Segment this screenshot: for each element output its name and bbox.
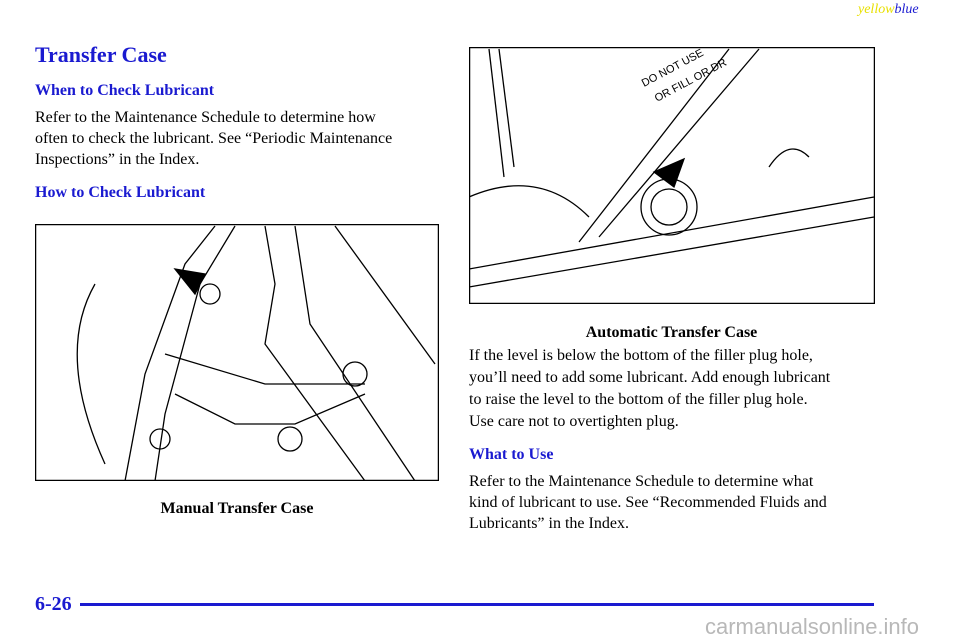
caption: Automatic Transfer Case (585, 324, 758, 341)
text-line: Refer to the Maintenance Schedule to det… (469, 473, 814, 490)
caption: Manual Transfer Case (160, 500, 314, 517)
tag-blue: blue (894, 2, 919, 17)
paragraph: Refer to the Maintenance Schedule to det… (469, 471, 827, 534)
text-line: Refer to the Maintenance Schedule to det… (35, 109, 376, 126)
text-line: Use care not to overtighten plug. (469, 413, 679, 430)
text-line: to raise the level to the bottom of the … (469, 391, 808, 408)
automatic-illustration: DO NOT USE OR FILL OR DR (469, 47, 875, 304)
manual-illustration (35, 224, 439, 481)
heading: What to Use (469, 446, 554, 463)
heading: When to Check Lubricant (35, 82, 215, 99)
text-line: Lubricants” in the Index. (469, 515, 629, 532)
watermark: carmanualsonline.info (705, 614, 920, 639)
page-number: 6-26 (35, 593, 72, 615)
paragraph: Refer to the Maintenance Schedule to det… (35, 107, 392, 170)
tag-yellow: yellow (858, 2, 895, 17)
text-line: If the level is below the bottom of the … (469, 347, 813, 364)
heading: How to Check Lubricant (35, 184, 206, 201)
header-tag: yellowblue (858, 2, 919, 18)
text-line: kind of lubricant to use. See “Recommend… (469, 494, 827, 511)
paragraph: If the level is below the bottom of the … (469, 345, 830, 433)
text-line: often to check the lubricant. See “Perio… (35, 130, 393, 147)
title: Transfer Case (35, 42, 167, 67)
footer-rule (80, 603, 874, 606)
text-line: you’ll need to add some lubricant. Add e… (469, 369, 831, 386)
text-line: Inspections” in the Index. (35, 151, 200, 168)
